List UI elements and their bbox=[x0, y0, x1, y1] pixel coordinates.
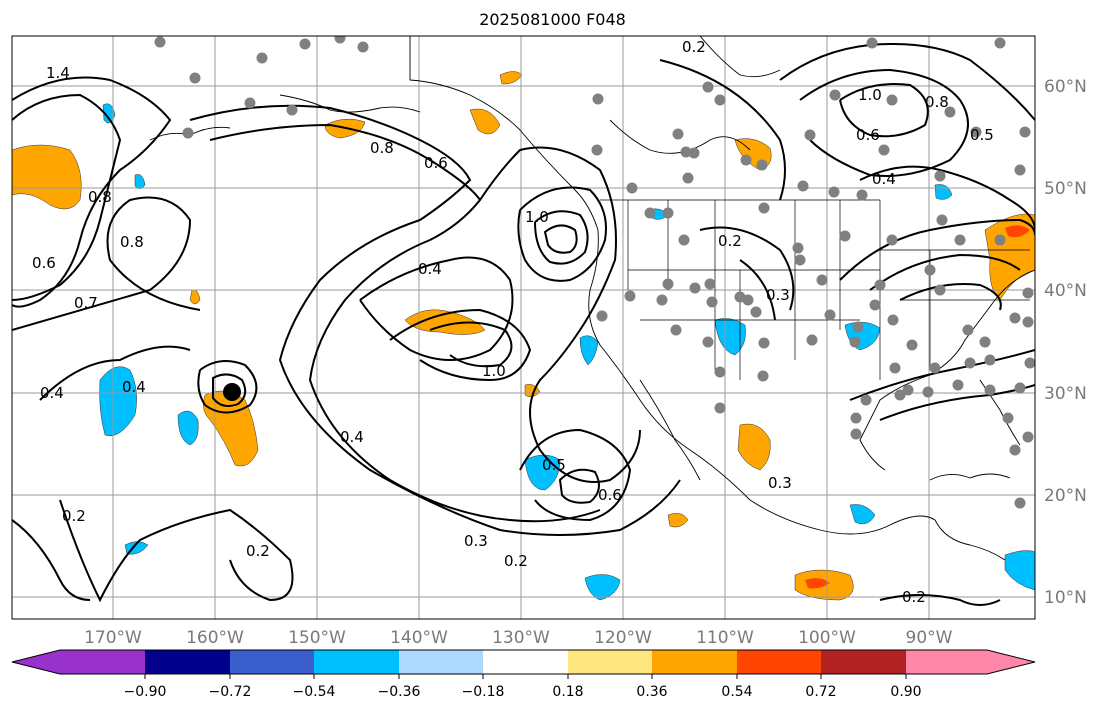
contour-label: 0.4 bbox=[418, 260, 442, 278]
lat-label: 10°N bbox=[1044, 588, 1087, 608]
colorbar-tick-label: 0.36 bbox=[636, 684, 667, 700]
map-panel bbox=[12, 36, 1035, 619]
lat-label: 20°N bbox=[1044, 486, 1087, 506]
lat-label: 60°N bbox=[1044, 77, 1087, 97]
colorbar-segment bbox=[821, 650, 906, 674]
station-markers bbox=[154, 36, 1035, 509]
contour-label: 0.8 bbox=[120, 233, 144, 251]
lon-label: 90°W bbox=[906, 628, 953, 648]
colorbar-tick-label: 0.90 bbox=[890, 684, 921, 700]
map-border bbox=[11, 35, 1036, 620]
colorbar-segment bbox=[987, 650, 1035, 674]
contour-label: 1.0 bbox=[482, 362, 506, 380]
contour-label: 0.4 bbox=[872, 170, 896, 188]
colorbar-segment bbox=[230, 650, 314, 674]
contour-labels: 0.2 0.4 0.4 0.4 0.6 0.8 0.8 0.7 0.6 1.0 … bbox=[32, 38, 994, 606]
contour-label: 0.4 bbox=[122, 378, 146, 396]
contour-label: 1.0 bbox=[858, 86, 882, 104]
contour-label: 1.0 bbox=[525, 208, 549, 226]
colorbar-segment bbox=[483, 650, 568, 674]
lon-label: 110°W bbox=[696, 628, 754, 648]
contour-label: 0.7 bbox=[74, 294, 98, 312]
contour-label: 0.3 bbox=[766, 286, 790, 304]
map-title: 2025081000 F048 bbox=[479, 10, 626, 29]
colorbar-tick-label: −0.54 bbox=[293, 684, 336, 700]
lon-label: 140°W bbox=[390, 628, 448, 648]
colorbar-segment bbox=[652, 650, 737, 674]
contour-label: 0.8 bbox=[925, 93, 949, 111]
lon-label: 150°W bbox=[288, 628, 346, 648]
lon-label: 100°W bbox=[798, 628, 856, 648]
storm-center-marker bbox=[223, 383, 241, 401]
lon-label: 160°W bbox=[186, 628, 244, 648]
contour-label: 0.2 bbox=[62, 507, 86, 525]
contour-label: 0.8 bbox=[88, 188, 112, 206]
contour-label: 0.4 bbox=[340, 428, 364, 446]
colorbar-tick-label: 0.54 bbox=[721, 684, 752, 700]
contour-label: 0.2 bbox=[902, 588, 926, 606]
contour-label: 0.5 bbox=[542, 456, 566, 474]
graticule bbox=[12, 36, 1035, 619]
colorbar-tick-label: −0.36 bbox=[378, 684, 421, 700]
lon-label: 130°W bbox=[492, 628, 550, 648]
colorbar-tick-label: −0.72 bbox=[209, 684, 252, 700]
negative-anomaly-shading bbox=[99, 103, 1035, 601]
contour-label: 0.8 bbox=[370, 139, 394, 157]
colorbar: −0.90 −0.72 −0.54 −0.36 −0.18 0.18 0.36 … bbox=[11, 649, 1036, 700]
contour-label: 0.2 bbox=[246, 542, 270, 560]
colorbar-segment bbox=[314, 650, 399, 674]
lat-label: 30°N bbox=[1044, 384, 1087, 404]
lon-label: 120°W bbox=[594, 628, 652, 648]
colorbar-tick-label: 0.72 bbox=[805, 684, 836, 700]
colorbar-segment bbox=[60, 650, 145, 674]
colorbar-tick-label: −0.18 bbox=[462, 684, 505, 700]
lat-label: 50°N bbox=[1044, 179, 1087, 199]
positive-anomaly-shading bbox=[12, 71, 1035, 601]
latitude-labels: 60°N 50°N 40°N 30°N 20°N 10°N bbox=[1044, 77, 1087, 608]
lon-label: 170°W bbox=[84, 628, 142, 648]
colorbar-segment bbox=[737, 650, 821, 674]
contour-label: 0.6 bbox=[32, 254, 56, 272]
contour-label: 0.2 bbox=[682, 38, 706, 56]
colorbar-tick-label: 0.18 bbox=[552, 684, 583, 700]
colorbar-segment bbox=[568, 650, 652, 674]
contour-label: 0.6 bbox=[424, 154, 448, 172]
contour-label: 0.3 bbox=[464, 532, 488, 550]
colorbar-segment bbox=[145, 650, 230, 674]
colorbar-outline bbox=[11, 649, 1036, 675]
contour-label: 0.5 bbox=[970, 126, 994, 144]
colorbar-segment bbox=[12, 650, 60, 674]
longitude-labels: 170°W 160°W 150°W 140°W 130°W 120°W 110°… bbox=[84, 628, 953, 648]
strong-positive-anomaly-shading bbox=[805, 225, 1030, 589]
contour-label: 0.6 bbox=[598, 486, 622, 504]
contour-label: 0.2 bbox=[504, 552, 528, 570]
colorbar-segment bbox=[399, 650, 483, 674]
contour-label: 0.6 bbox=[856, 126, 880, 144]
contour-label: 0.2 bbox=[718, 232, 742, 250]
contour-label: 0.4 bbox=[40, 384, 64, 402]
contour-label: 1.4 bbox=[46, 64, 70, 82]
colorbar-tick-label: −0.90 bbox=[124, 684, 167, 700]
state-borders bbox=[600, 199, 1030, 380]
lat-label: 40°N bbox=[1044, 281, 1087, 301]
colorbar-segment bbox=[906, 650, 987, 674]
contour-label: 0.3 bbox=[768, 474, 792, 492]
